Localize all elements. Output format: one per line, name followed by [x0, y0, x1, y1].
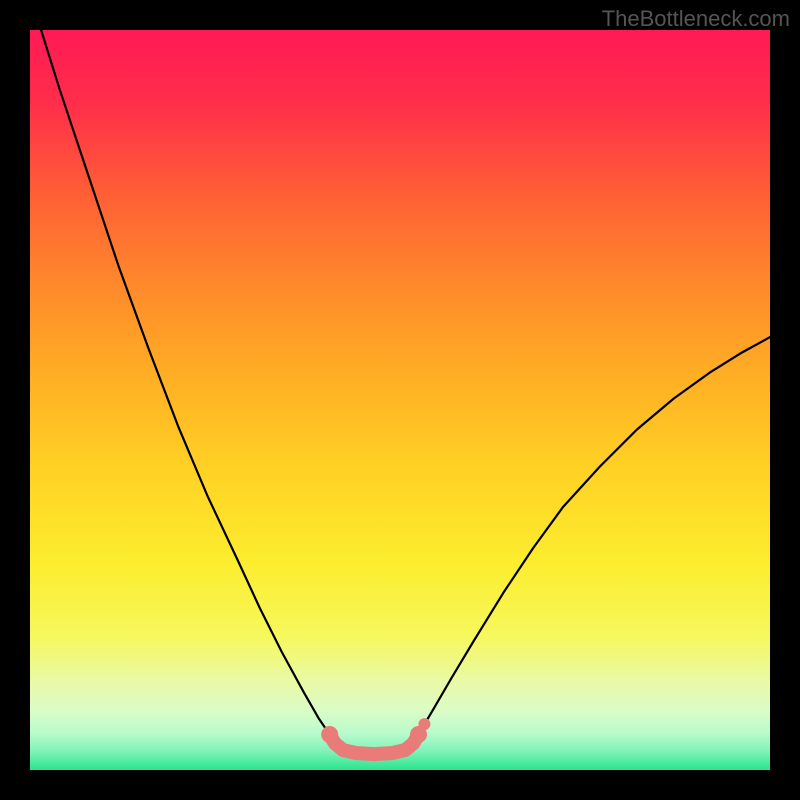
plot-area: [30, 30, 770, 770]
salmon-cap-left: [321, 726, 338, 743]
gradient-background: [30, 30, 770, 770]
watermark-text: TheBottleneck.com: [602, 6, 790, 32]
plot-svg: [30, 30, 770, 770]
salmon-gap-dot: [418, 718, 430, 730]
